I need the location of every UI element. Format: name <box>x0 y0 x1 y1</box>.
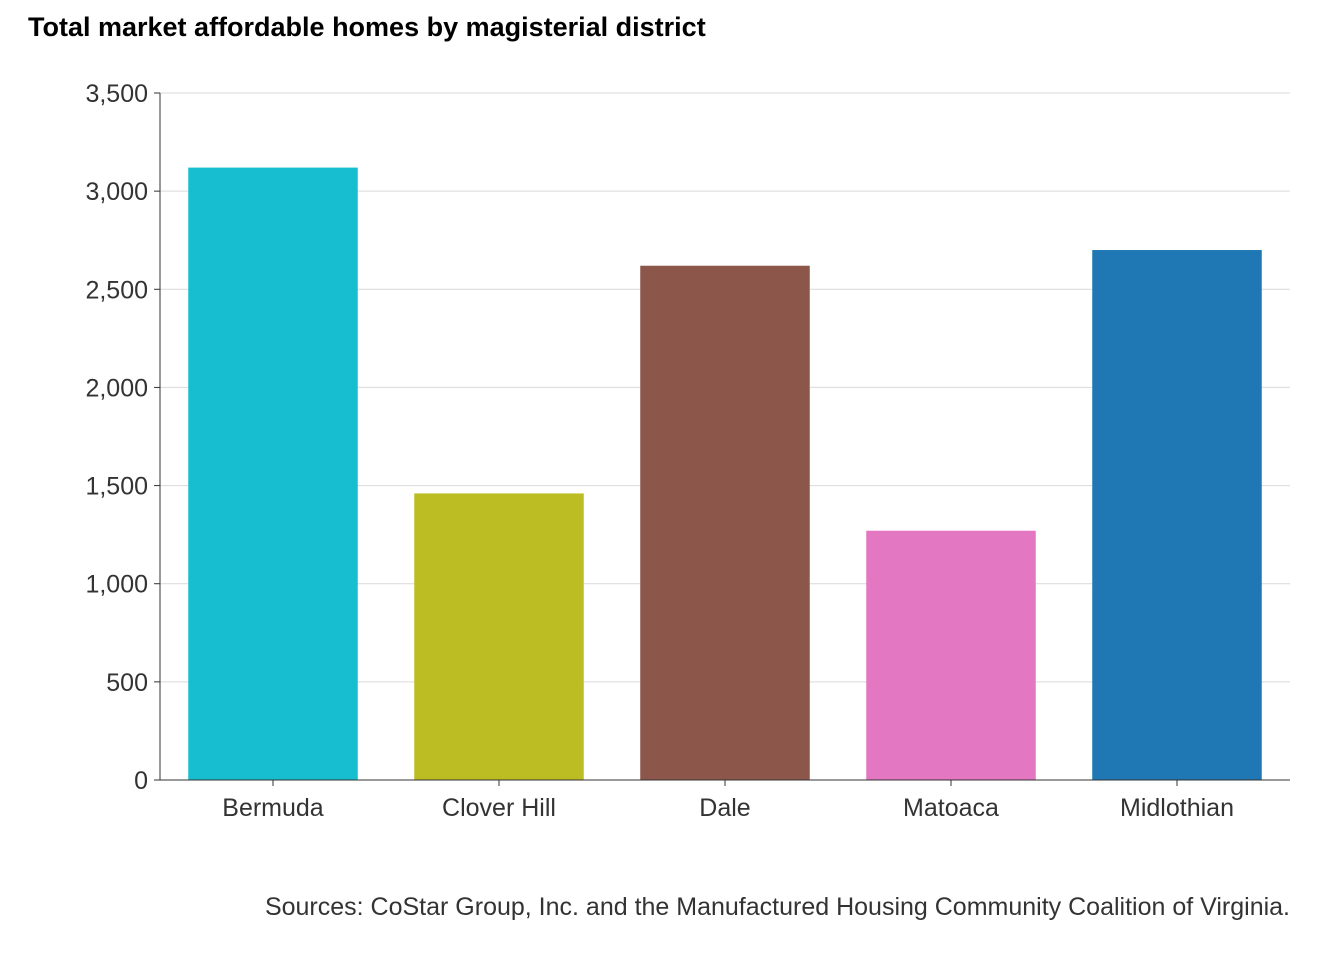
y-tick-label: 2,500 <box>85 276 148 304</box>
x-tick-label: Bermuda <box>222 794 324 822</box>
axes: 0 500 1,000 1,500 2,000 2,500 3,000 3,500 Bermud… <box>85 80 1290 822</box>
x-tick-label: Dale <box>699 794 750 822</box>
chart-title: Total market affordable homes by magiste… <box>28 12 706 42</box>
y-tick-label: 0 <box>134 767 148 795</box>
bar-clover-hill <box>414 493 584 780</box>
y-tick-label: 1,000 <box>85 571 148 599</box>
bars <box>188 167 1262 781</box>
y-tick-label: 1,500 <box>85 473 148 501</box>
y-tick-label: 3,500 <box>85 80 148 108</box>
y-tick-label: 3,000 <box>85 178 148 206</box>
bar-bermuda <box>188 167 358 781</box>
bar-midlothian <box>1092 250 1262 780</box>
bar-matoaca <box>866 530 1036 780</box>
x-tick-label: Clover Hill <box>442 794 556 822</box>
x-tick-label: Matoaca <box>903 794 999 822</box>
bar-dale <box>640 265 810 780</box>
y-tick-label: 2,000 <box>85 374 148 402</box>
source-caption: Sources: CoStar Group, Inc. and the Manu… <box>264 893 1290 921</box>
x-tick-label: Midlothian <box>1120 794 1234 822</box>
y-tick-label: 500 <box>106 669 148 697</box>
